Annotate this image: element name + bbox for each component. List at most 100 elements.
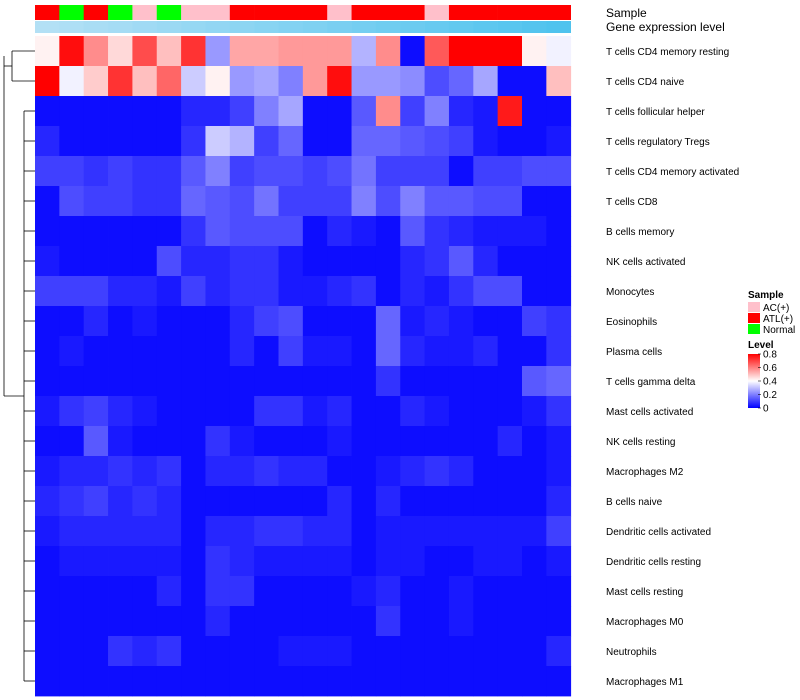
heatmap-cell [229, 576, 255, 607]
heatmap-cell [424, 156, 450, 187]
heatmap-cell [400, 366, 425, 397]
heatmap-cell [278, 276, 304, 307]
row-label: T cells CD8 [606, 197, 658, 208]
heatmap-cell [522, 96, 547, 127]
heatmap-cell [546, 516, 572, 547]
heatmap-cell [473, 246, 499, 277]
heatmap-cell [351, 66, 377, 97]
heatmap-cell [302, 336, 328, 367]
heatmap-cell [375, 396, 401, 427]
heatmap-cell [205, 216, 231, 247]
heatmap-cell [302, 216, 328, 247]
heatmap-cell [278, 546, 304, 577]
heatmap-cell [522, 546, 547, 577]
heatmap-cell [83, 456, 109, 487]
heatmap-cell [375, 96, 401, 127]
heatmap-cell [497, 126, 523, 157]
heatmap-cell [302, 666, 328, 697]
heatmap-cell [351, 606, 377, 637]
heatmap-cell [424, 576, 450, 607]
heatmap-cell [181, 126, 206, 157]
heatmap-cell [205, 36, 231, 67]
row-label: Eosinophils [606, 317, 657, 328]
heatmap-cell [132, 486, 158, 517]
heatmap-cell [351, 366, 377, 397]
heatmap-cell [473, 36, 499, 67]
heatmap-cell [522, 396, 547, 427]
expression-annotation-cell [400, 21, 425, 33]
heatmap-cell [400, 666, 425, 697]
heatmap-cell [205, 156, 231, 187]
heatmap-cell [327, 36, 352, 67]
sample-annotation-cell [35, 5, 60, 20]
heatmap-cell [229, 96, 255, 127]
heatmap-cell [546, 126, 572, 157]
heatmap-cell [522, 636, 547, 667]
heatmap-cell [108, 576, 133, 607]
heatmap-cell [497, 606, 523, 637]
heatmap-cell [108, 636, 133, 667]
heatmap-cell [546, 186, 572, 217]
heatmap-cell [205, 246, 231, 277]
heatmap-cell [375, 186, 401, 217]
legend-level-title: Level [748, 340, 774, 351]
legend-swatch [748, 302, 760, 312]
heatmap-cell [108, 456, 133, 487]
heatmap-cell [59, 246, 85, 277]
heatmap-cell [205, 366, 231, 397]
heatmap-cell [181, 246, 206, 277]
heatmap-cell [546, 66, 572, 97]
heatmap-cell [546, 306, 572, 337]
heatmap-cell [424, 306, 450, 337]
heatmap-cell [83, 126, 109, 157]
heatmap-cell [254, 396, 279, 427]
heatmap-cell [327, 306, 352, 337]
heatmap-cell [181, 636, 206, 667]
expression-annotation-cell [302, 21, 328, 33]
heatmap-cell [108, 36, 133, 67]
heatmap-cell [522, 246, 547, 277]
heatmap-cell [205, 66, 231, 97]
row-label: T cells gamma delta [606, 377, 696, 388]
heatmap-cell [83, 306, 109, 337]
heatmap-cell [83, 666, 109, 697]
heatmap-cell [327, 276, 352, 307]
heatmap-cell [229, 66, 255, 97]
heatmap-cell [205, 396, 231, 427]
heatmap-cell [181, 66, 206, 97]
heatmap-cell [400, 606, 425, 637]
heatmap-cell [546, 576, 572, 607]
heatmap-cell [497, 336, 523, 367]
heatmap-cell [522, 576, 547, 607]
heatmap-cell [59, 666, 85, 697]
expression-annotation-cell [448, 21, 474, 33]
heatmap-cell [35, 306, 60, 337]
heatmap-cell [205, 666, 231, 697]
annotation-label-sample: Sample [606, 6, 647, 20]
heatmap-cell [278, 576, 304, 607]
heatmap-cell [229, 36, 255, 67]
heatmap-cell [83, 546, 109, 577]
heatmap-cell [278, 396, 304, 427]
legend-level-colorbar [748, 354, 760, 408]
heatmap-cell [546, 96, 572, 127]
heatmap-cell [132, 306, 158, 337]
heatmap-cell [546, 366, 572, 397]
heatmap-cell [181, 606, 206, 637]
heatmap-cell [254, 66, 279, 97]
heatmap-cell [132, 126, 158, 157]
heatmap-cell [59, 66, 85, 97]
heatmap-cell [302, 546, 328, 577]
heatmap-cell [546, 486, 572, 517]
heatmap-cell [229, 336, 255, 367]
heatmap-cell [108, 66, 133, 97]
heatmap-cell [400, 396, 425, 427]
sample-annotation-cell [546, 5, 571, 20]
heatmap-cell [375, 576, 401, 607]
heatmap-cell [351, 216, 377, 247]
heatmap-cell [302, 246, 328, 277]
heatmap-cell [181, 456, 206, 487]
heatmap-cell [522, 306, 547, 337]
heatmap-cell [375, 366, 401, 397]
heatmap-cell [278, 186, 304, 217]
